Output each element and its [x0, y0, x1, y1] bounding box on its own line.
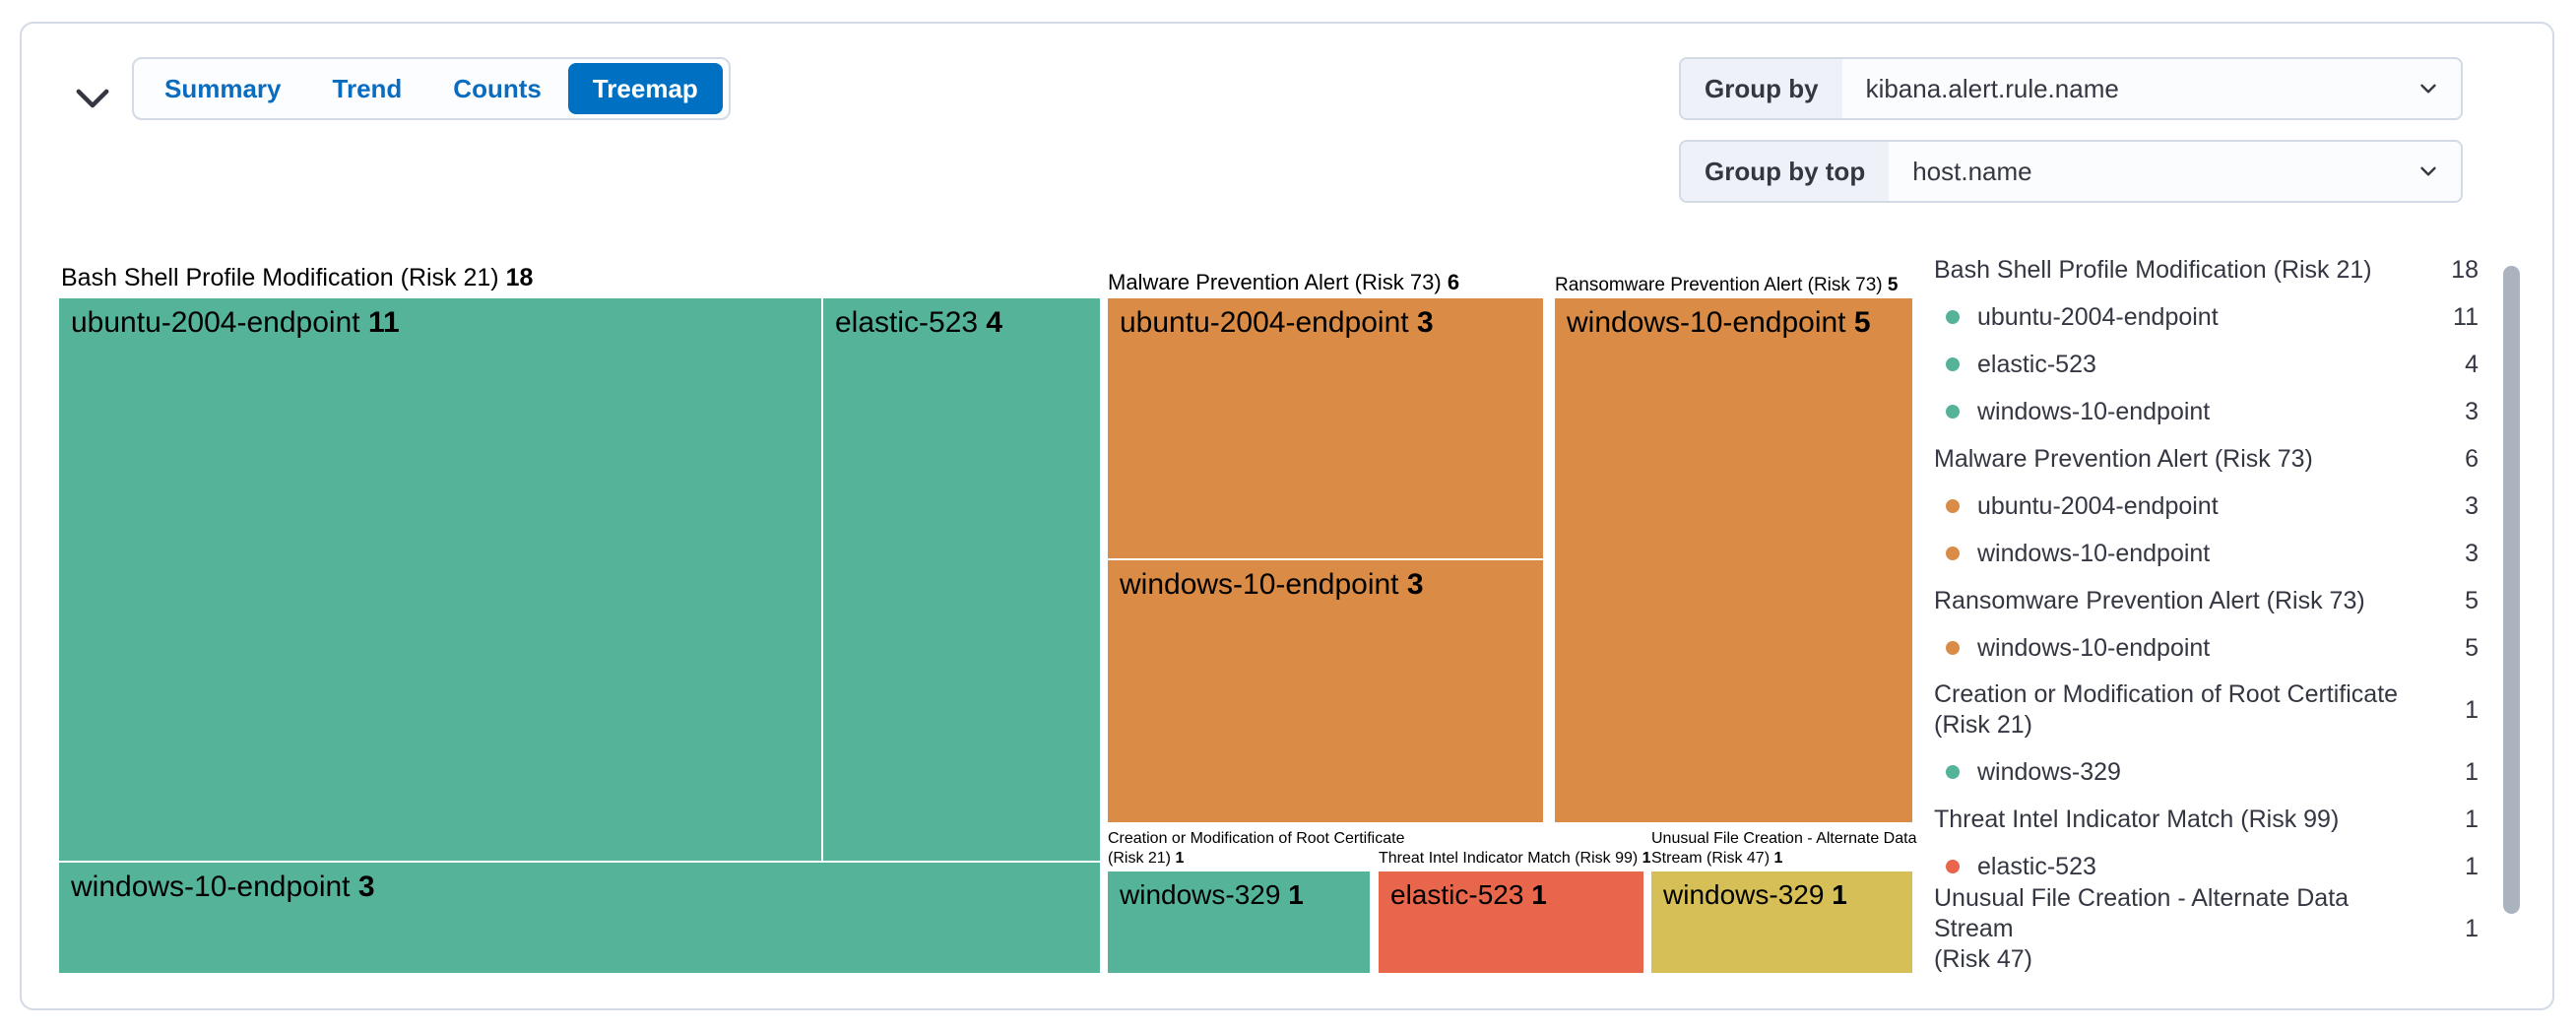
legend-scrollbar-thumb[interactable]	[2503, 266, 2520, 914]
legend-item[interactable]: ubuntu-2004-endpoint 3	[1934, 483, 2479, 530]
treemap-group-header: Bash Shell Profile Modification (Risk 21…	[61, 264, 534, 291]
legend-item[interactable]: ubuntu-2004-endpoint 11	[1934, 293, 2479, 341]
chevron-down-icon[interactable]	[2415, 59, 2461, 118]
treemap-cell-malware-windows10[interactable]: windows-10-endpoint 3	[1108, 560, 1543, 822]
chevron-down-icon[interactable]	[2415, 142, 2461, 201]
legend-item[interactable]: windows-329 1	[1934, 748, 2479, 796]
alerts-treemap-chart: Bash Shell Profile Modification (Risk 21…	[57, 262, 1916, 975]
tab-counts[interactable]: Counts	[453, 74, 542, 103]
legend-group-title: Unusual File Creation - Alternate Data S…	[1934, 883, 2479, 973]
legend-group-title: Bash Shell Profile Modification (Risk 21…	[1934, 255, 2479, 284]
legend-dot-green	[1946, 765, 1960, 779]
legend-dot-orange	[1946, 547, 1960, 560]
group-by-top-label: Group by top	[1681, 142, 1890, 201]
legend-group-title: Malware Prevention Alert (Risk 73) 6	[1934, 444, 2479, 473]
treemap-cell-bash-elastic[interactable]: elastic-523 4	[823, 298, 1100, 861]
treemap-cell-ransomware-windows10[interactable]: windows-10-endpoint 5	[1555, 298, 1912, 822]
treemap-cell-malware-ubuntu[interactable]: ubuntu-2004-endpoint 3	[1108, 298, 1543, 558]
legend-item[interactable]: elastic-523 4	[1934, 341, 2479, 388]
treemap-cell-rootcert-windows329[interactable]: windows-329 1	[1108, 871, 1370, 973]
treemap-cell-threatintel-elastic[interactable]: elastic-523 1	[1379, 871, 1643, 973]
legend-item[interactable]: elastic-523 1	[1934, 843, 2479, 890]
tab-trend[interactable]: Trend	[332, 74, 403, 103]
legend-dot-orange	[1946, 499, 1960, 513]
legend-dot-green	[1946, 405, 1960, 419]
legend-dot-green	[1946, 310, 1960, 324]
view-selector-button-group: Summary Trend Counts Treemap	[132, 57, 731, 120]
group-by-control: Group by kibana.alert.rule.name	[1679, 57, 2463, 120]
tab-summary[interactable]: Summary	[164, 74, 282, 103]
legend-group-title: Threat Intel Indicator Match (Risk 99) 1	[1934, 805, 2479, 833]
group-by-label: Group by	[1681, 59, 1842, 118]
treemap-cell-unusualfile-windows329[interactable]: windows-329 1	[1651, 871, 1912, 973]
treemap-group-header: Ransomware Prevention Alert (Risk 73) 5	[1555, 275, 1899, 295]
treemap-group-header: Malware Prevention Alert (Risk 73) 6	[1108, 270, 1460, 294]
collapse-section-button[interactable]	[65, 71, 120, 126]
chevron-down-icon	[76, 89, 109, 108]
treemap-cell-bash-windows10[interactable]: windows-10-endpoint 3	[59, 863, 1100, 973]
legend-dot-green	[1946, 357, 1960, 371]
legend-item[interactable]: windows-10-endpoint 5	[1934, 624, 2479, 672]
treemap-legend: Bash Shell Profile Modification (Risk 21…	[1934, 246, 2479, 973]
legend-group-title: Creation or Modification of Root Certifi…	[1934, 680, 2479, 739]
treemap-group-header: Threat Intel Indicator Match (Risk 99) 1	[1379, 850, 1651, 867]
legend-item[interactable]: windows-10-endpoint 3	[1934, 530, 2479, 577]
legend-dot-orange	[1946, 641, 1960, 655]
tab-treemap[interactable]: Treemap	[567, 63, 723, 114]
treemap-group-header: Creation or Modification of Root Certifi…	[1108, 830, 1405, 867]
legend-dot-red	[1946, 860, 1960, 873]
legend-item[interactable]: windows-10-endpoint 3	[1934, 388, 2479, 435]
treemap-group-header: Unusual File Creation - Alternate Data S…	[1651, 830, 1917, 867]
group-by-select[interactable]: kibana.alert.rule.name	[1865, 73, 2119, 103]
group-by-top-control: Group by top host.name	[1679, 140, 2463, 203]
legend-group-title: Ransomware Prevention Alert (Risk 73) 5	[1934, 586, 2479, 614]
group-by-top-select[interactable]: host.name	[1912, 156, 2032, 186]
alerts-visualization-panel: Summary Trend Counts Treemap Group by ki…	[20, 22, 2554, 1010]
treemap-cell-bash-ubuntu[interactable]: ubuntu-2004-endpoint 11	[59, 298, 821, 861]
